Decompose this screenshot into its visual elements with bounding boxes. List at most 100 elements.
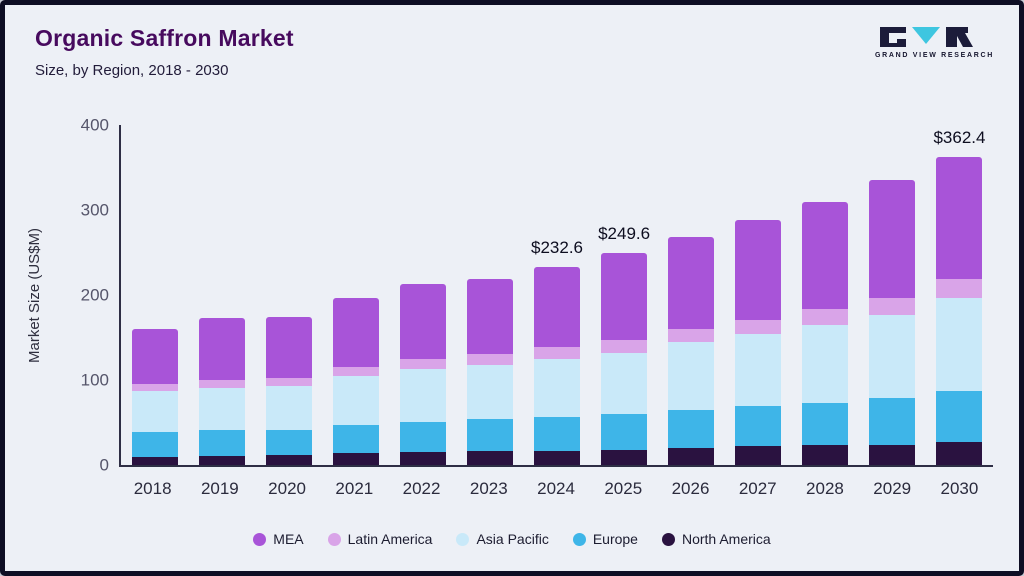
legend-item-europe: Europe [572,531,638,547]
bar-column-2018 [121,125,188,465]
legend-label-latin-america: Latin America [347,531,433,547]
bar-value-label-2024: $232.6 [531,238,583,258]
x-tick-label-2024: 2024 [537,479,575,498]
bar-segment-north-america [869,444,916,465]
bar-segment-latin-america [466,353,513,365]
bar-segment-mea [668,237,715,329]
bar-segment-latin-america [265,378,312,386]
stacked-bar-2030 [936,157,983,465]
bar-column-2019 [188,125,255,465]
legend-item-north-america: North America [661,531,771,547]
chart-header: Organic Saffron Market Size, by Region, … [35,25,294,79]
y-axis-label: Market Size (US$M) [26,227,44,363]
x-tick-label-2019: 2019 [200,479,239,498]
legend-item-asia-pacific: Asia Pacific [456,531,549,547]
bar-column-2027 [725,125,792,465]
bar-segment-asia-pacific [601,352,648,415]
x-tick-label-2022: 2022 [402,479,441,498]
bar-segment-europe [131,431,178,457]
bar-segment-north-america [265,454,312,465]
y-tick-200: 200 [80,285,109,305]
x-axis: 2018 2019 2020 2021 2022 2023 2024 2025 2026 2027… [119,479,993,499]
bar-segment-north-america [198,455,245,465]
bar-segment-latin-america [936,278,983,298]
bar-segment-asia-pacific [466,364,513,420]
y-tick-100: 100 [80,370,109,390]
y-tick-0: 0 [99,455,109,475]
bar-segment-asia-pacific [399,368,446,422]
bar-segment-latin-america [869,297,916,315]
bar-segment-latin-america [668,329,715,342]
legend-item-mea: MEA [253,531,304,547]
bar-segment-europe [668,409,715,448]
bar-segment-north-america [332,453,379,465]
bar-segment-mea [466,278,513,354]
bar-segment-asia-pacific [265,385,312,431]
bar-segment-mea [332,298,379,368]
bar-segment-mea [265,317,312,379]
stacked-bar-2028 [802,201,849,465]
stacked-bar-2029 [869,180,916,465]
bar-segment-mea [802,201,849,310]
bar-segment-mea [735,220,782,320]
bar-segment-mea [869,180,916,298]
bar-segment-asia-pacific [802,324,849,403]
bar-column-2029 [859,125,926,465]
bar-column-2026 [658,125,725,465]
legend: MEA Latin America Asia Pacific Europe North … [5,531,1019,547]
bar-segment-europe [869,397,916,445]
legend-label-asia-pacific: Asia Pacific [476,531,549,547]
legend-swatch-mea [253,532,267,546]
bar-segment-asia-pacific [869,314,916,398]
bar-segment-latin-america [601,339,648,353]
bar-segment-europe [601,414,648,450]
bar-segment-europe [265,430,312,455]
bar-segment-north-america [668,448,715,465]
chart-subtitle: Size, by Region, 2018 - 2030 [35,62,229,79]
bar-segment-latin-america [802,309,849,325]
stacked-bar-2022 [399,283,446,465]
x-tick-label-2021: 2021 [335,479,374,498]
bar-segment-latin-america [198,380,245,388]
bar-segment-latin-america [735,319,782,335]
bar-segment-asia-pacific [936,297,983,392]
bar-segment-north-america [735,446,782,465]
bar-segment-north-america [466,451,513,465]
bar-segment-latin-america [399,358,446,369]
bar-segment-asia-pacific [198,387,245,431]
bar-segment-europe [802,402,849,446]
bar-column-2028 [792,125,859,465]
brand-logo: GRAND VIEW RESEARCH [875,25,995,59]
legend-label-north-america: North America [681,531,771,547]
stacked-bar-2023 [466,278,513,465]
bar-segment-europe [332,425,379,454]
bar-segment-europe [735,406,782,447]
bar-segment-europe [466,419,513,452]
bar-column-2022 [389,125,456,465]
bar-column-2023 [456,125,523,465]
stacked-bar-2027 [735,220,782,465]
x-tick-label-2028: 2028 [806,479,844,498]
stacked-bar-2024 [534,267,580,465]
x-tick-label-2023: 2023 [469,479,508,498]
bar-segment-mea [936,157,983,279]
bar-segment-mea [131,329,178,385]
bar-column-2025: $249.6 [591,125,658,465]
legend-swatch-europe [572,532,586,546]
stacked-bar-2021 [332,298,379,465]
x-tick-label-2027: 2027 [738,479,777,498]
brand-logo-text: GRAND VIEW RESEARCH [875,52,995,59]
bar-column-2024: $232.6 [523,125,590,465]
x-tick-label-2025: 2025 [604,479,643,498]
stacked-bar-2025 [601,252,648,465]
bar-segment-asia-pacific [534,358,580,417]
bar-segment-north-america [936,442,983,465]
chart-title: Organic Saffron Market [35,25,294,51]
bar-segment-asia-pacific [735,334,782,407]
x-tick-label-2020: 2020 [268,479,306,498]
legend-label-europe: Europe [592,531,638,547]
bar-segment-north-america [534,450,580,465]
x-tick-label-2026: 2026 [671,479,710,498]
x-tick-label-2029: 2029 [873,479,912,498]
